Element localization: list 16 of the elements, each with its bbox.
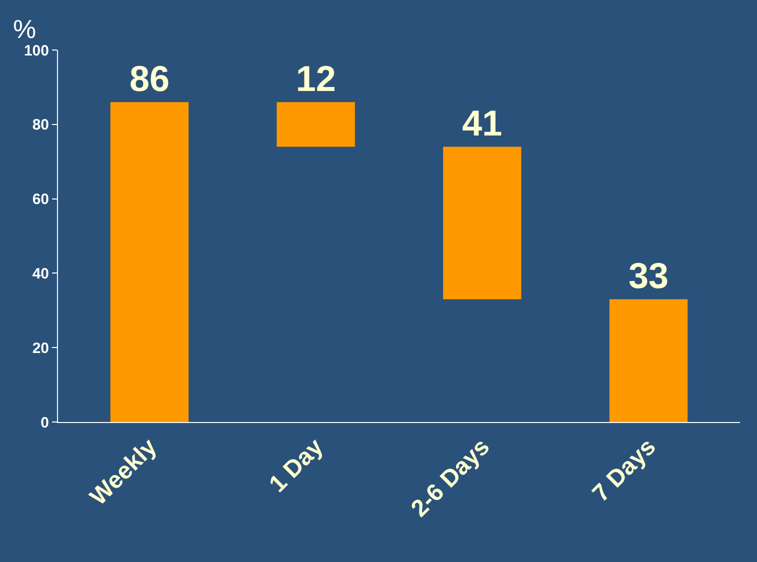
y-tick-label: 0 bbox=[40, 414, 49, 432]
bar bbox=[443, 146, 522, 300]
bar bbox=[110, 102, 189, 422]
y-tick-label: 80 bbox=[32, 116, 49, 134]
x-tick-label: 1 Day bbox=[264, 432, 330, 498]
data-label: 41 bbox=[462, 102, 502, 144]
data-label: 86 bbox=[129, 58, 170, 100]
y-tick-label: 60 bbox=[32, 191, 49, 208]
y-tick-label: 100 bbox=[24, 42, 49, 60]
data-label: 12 bbox=[296, 58, 336, 100]
bar bbox=[609, 299, 688, 422]
y-axis-title: % bbox=[13, 14, 36, 44]
data-label: 33 bbox=[628, 255, 669, 296]
y-tick-label: 40 bbox=[32, 265, 49, 282]
bar bbox=[276, 102, 355, 147]
y-tick-label: 20 bbox=[32, 340, 49, 357]
